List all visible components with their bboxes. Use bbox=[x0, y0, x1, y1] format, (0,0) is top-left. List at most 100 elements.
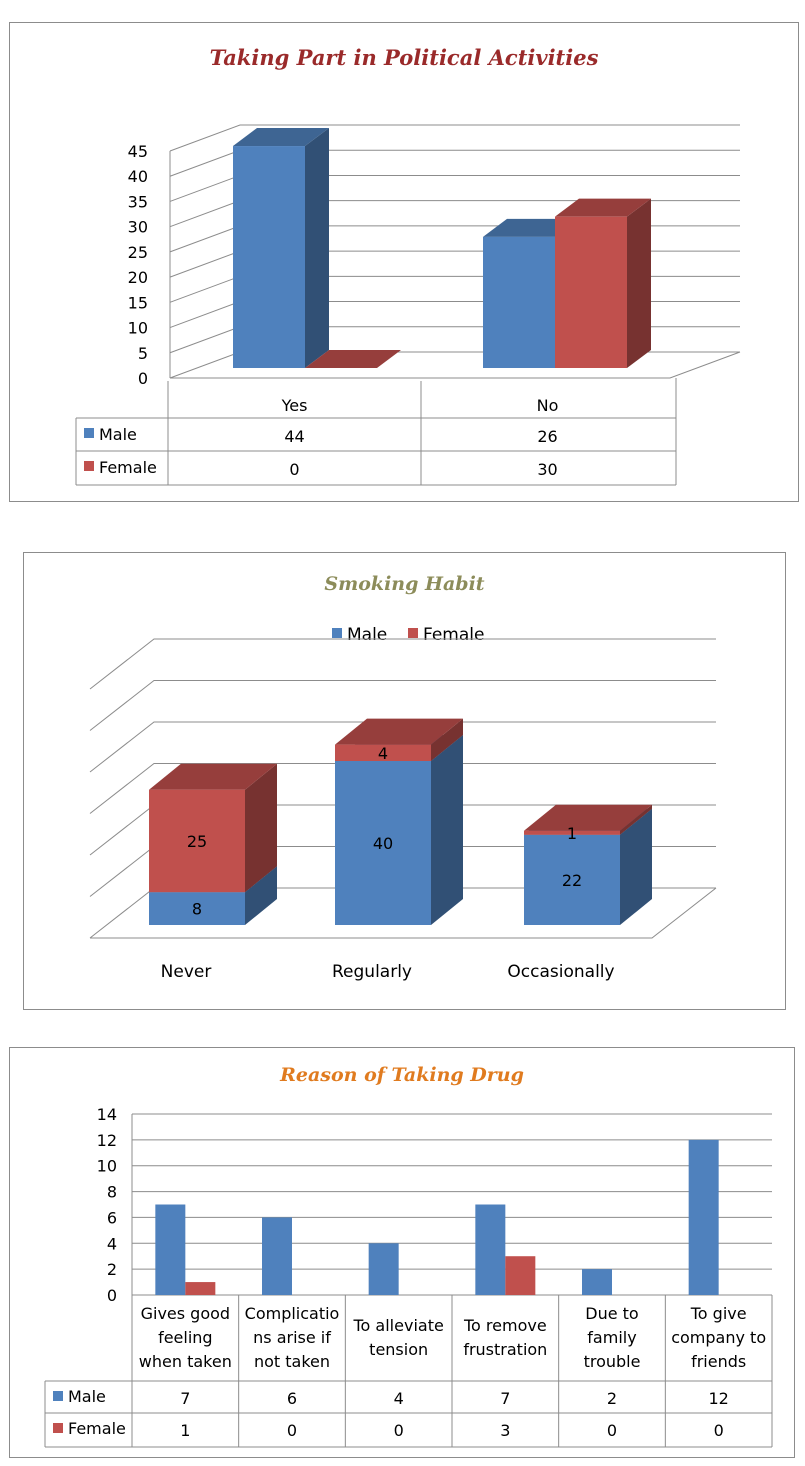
data-label: 44 bbox=[284, 427, 304, 446]
x-tick-label: No bbox=[537, 396, 559, 415]
data-label: 6 bbox=[287, 1389, 297, 1408]
x-tick-label: Regularly bbox=[332, 962, 412, 982]
legend-key-male bbox=[332, 628, 342, 638]
x-tick-label: Gives good bbox=[141, 1304, 230, 1323]
data-label: 8 bbox=[192, 900, 202, 919]
bar-female-top bbox=[335, 718, 463, 745]
bar-male-side bbox=[305, 128, 329, 368]
y-tick-label: 25 bbox=[128, 243, 148, 262]
data-label: 7 bbox=[180, 1389, 190, 1408]
data-label: 40 bbox=[373, 834, 393, 853]
y-tick-label: 0 bbox=[107, 1286, 117, 1305]
bar-female bbox=[505, 1256, 536, 1295]
x-tick-label: trouble bbox=[584, 1352, 641, 1371]
bar-male-side bbox=[620, 808, 652, 925]
x-tick-label: Occasionally bbox=[507, 962, 614, 982]
chart-title: Reason of Taking Drug bbox=[280, 1064, 524, 1086]
bar-male bbox=[368, 1243, 399, 1295]
floor-edge bbox=[90, 887, 717, 939]
y-tick-label: 2 bbox=[107, 1260, 117, 1279]
bar-female bbox=[185, 1282, 216, 1295]
floor-edge bbox=[170, 351, 741, 379]
y-tick-label: 4 bbox=[107, 1234, 117, 1253]
x-tick-label: To alleviate bbox=[353, 1316, 444, 1335]
y-tick-label: 14 bbox=[97, 1105, 117, 1124]
bar-male bbox=[582, 1269, 612, 1295]
data-label: 25 bbox=[187, 832, 207, 851]
x-tick-label: when taken bbox=[139, 1352, 232, 1371]
bar-male bbox=[233, 146, 305, 368]
bar-female-top bbox=[149, 763, 277, 790]
data-label: 0 bbox=[607, 1421, 617, 1440]
chart-title: Smoking Habit bbox=[324, 573, 485, 595]
x-tick-label: friends bbox=[691, 1352, 746, 1371]
legend-label: Female bbox=[68, 1419, 126, 1438]
x-tick-label: Never bbox=[161, 962, 212, 982]
data-label: 26 bbox=[537, 427, 557, 446]
gridline bbox=[89, 638, 716, 690]
data-label: 30 bbox=[537, 460, 557, 479]
legend-key-female bbox=[53, 1423, 63, 1433]
bar-female bbox=[524, 830, 620, 835]
bar-male bbox=[335, 761, 431, 925]
data-label: 12 bbox=[708, 1389, 728, 1408]
legend-key-male bbox=[53, 1391, 63, 1401]
data-label: 22 bbox=[562, 871, 582, 890]
bar-male bbox=[149, 892, 245, 925]
bar-female-side bbox=[620, 804, 652, 835]
gridline bbox=[169, 124, 740, 152]
gridline bbox=[89, 680, 716, 731]
data-label: 3 bbox=[500, 1421, 510, 1440]
y-tick-label: 15 bbox=[128, 293, 148, 312]
x-tick-label: tension bbox=[369, 1340, 428, 1359]
bar-male bbox=[475, 1204, 506, 1295]
x-tick-label: ns arise if bbox=[253, 1328, 331, 1347]
bar-female bbox=[555, 216, 627, 368]
y-tick-label: 20 bbox=[128, 268, 148, 287]
bar-female-top bbox=[555, 198, 651, 217]
y-tick-label: 8 bbox=[107, 1183, 117, 1202]
x-tick-label: family bbox=[587, 1328, 636, 1347]
legend-key-female bbox=[84, 461, 94, 471]
bar-male bbox=[155, 1204, 186, 1295]
y-tick-label: 6 bbox=[107, 1208, 117, 1227]
legend-label: Male bbox=[68, 1387, 106, 1406]
y-tick-label: 10 bbox=[128, 319, 148, 338]
legend-key-female bbox=[408, 628, 418, 638]
y-tick-label: 30 bbox=[128, 218, 148, 237]
gridline bbox=[89, 721, 716, 773]
bar-female-side bbox=[627, 198, 651, 368]
data-label: 0 bbox=[394, 1421, 404, 1440]
reason-taking-drug-chart: Reason of Taking Drug 0 2 4 6 8 10 12 14 Gives g… bbox=[9, 1047, 795, 1458]
bar-male bbox=[262, 1217, 292, 1295]
legend-label: Female bbox=[423, 625, 484, 645]
x-tick-label: feeling bbox=[158, 1328, 213, 1347]
x-tick-label: company to bbox=[671, 1328, 766, 1347]
legend-label: Male bbox=[347, 625, 387, 645]
y-tick-label: 40 bbox=[128, 167, 148, 186]
bar-male-top bbox=[233, 128, 329, 147]
bar-female-top bbox=[305, 350, 401, 368]
bar-male-side bbox=[431, 735, 463, 925]
y-tick-label: 5 bbox=[138, 344, 148, 363]
x-tick-label: frustration bbox=[463, 1340, 547, 1359]
bar-male bbox=[524, 834, 620, 925]
x-tick-label: not taken bbox=[254, 1352, 330, 1371]
x-tick-label: Due to bbox=[585, 1304, 638, 1323]
x-tick-label: Complicatio bbox=[245, 1304, 340, 1323]
y-tick-label: 10 bbox=[97, 1157, 117, 1176]
x-tick-label: To give bbox=[690, 1304, 747, 1323]
y-tick-label: 45 bbox=[128, 142, 148, 161]
data-label: 1 bbox=[180, 1421, 190, 1440]
bar-male bbox=[688, 1139, 719, 1295]
bar-female-side bbox=[431, 718, 463, 761]
smoking-habit-plot: Male Female 8 25 Never 40 4 Regularly 22 1 Occasio… bbox=[89, 625, 717, 982]
chart-title: Taking Part in Political Activities bbox=[209, 45, 599, 70]
gridline bbox=[89, 763, 716, 814]
data-label: 0 bbox=[289, 460, 299, 479]
political-activities-chart: Taking Part in Political Activities 0 5 10… bbox=[9, 22, 799, 502]
x-tick-label: To remove bbox=[463, 1316, 547, 1335]
data-label: 1 bbox=[567, 824, 577, 843]
data-label: 4 bbox=[378, 744, 388, 763]
